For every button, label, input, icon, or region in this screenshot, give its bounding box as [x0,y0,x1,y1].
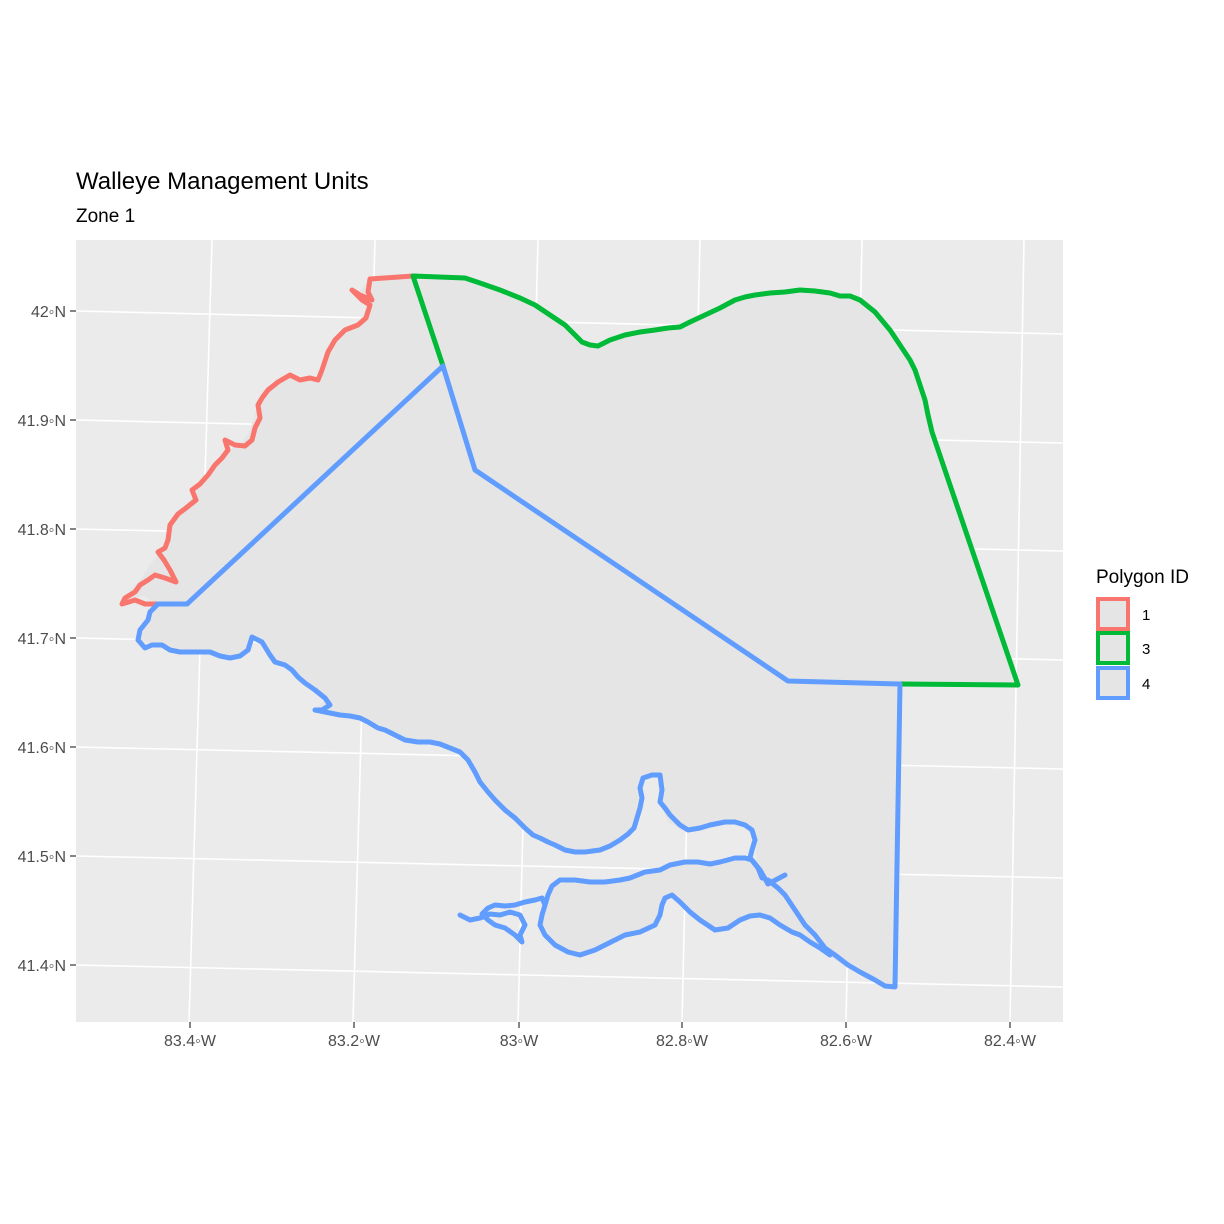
x-tick-label: 83.4◦W [164,1033,217,1050]
x-tick-label: 82.8◦W [656,1033,709,1050]
polygon-4-fill [138,366,900,987]
y-tick-label: 41.9◦N [18,413,66,430]
x-tick-label: 82.6◦W [820,1033,873,1050]
map-subtitle: Zone 1 [76,206,136,227]
legend-label-4: 4 [1142,676,1150,693]
y-tick-label: 41.7◦N [18,631,66,648]
map-title: Walleye Management Units [76,168,369,195]
axis-ticks [70,310,1011,1028]
legend-key-1 [1096,597,1130,631]
legend-label-1: 1 [1142,607,1150,624]
x-tick-label: 82.4◦W [984,1033,1037,1050]
polygon-1-outline [119,273,416,607]
y-tick-label: 41.6◦N [18,740,66,757]
x-tick-label: 83.2◦W [328,1033,381,1050]
y-tick-label: 42◦N [31,304,66,321]
meridian-82-4 [1009,239,1025,1023]
legend-title: Polygon ID [1096,567,1189,588]
polygon-3-fill [413,276,1018,685]
polygon-1-fill [122,276,443,604]
parallel-42 [75,310,1064,335]
parallel-41-4 [75,964,1064,988]
y-tick-label: 41.4◦N [18,958,66,975]
y-tick-label: 41.5◦N [18,849,66,866]
legend: Polygon ID 1 3 4 [1096,567,1189,700]
legend-key-3 [1096,631,1130,665]
x-tick-label: 83◦W [500,1033,539,1050]
legend-label-3: 3 [1142,641,1150,658]
polygon-3-outline [410,273,1021,688]
legend-key-4 [1096,666,1130,700]
polygon-4-outline [135,363,903,990]
y-tick-label: 41.8◦N [18,522,66,539]
